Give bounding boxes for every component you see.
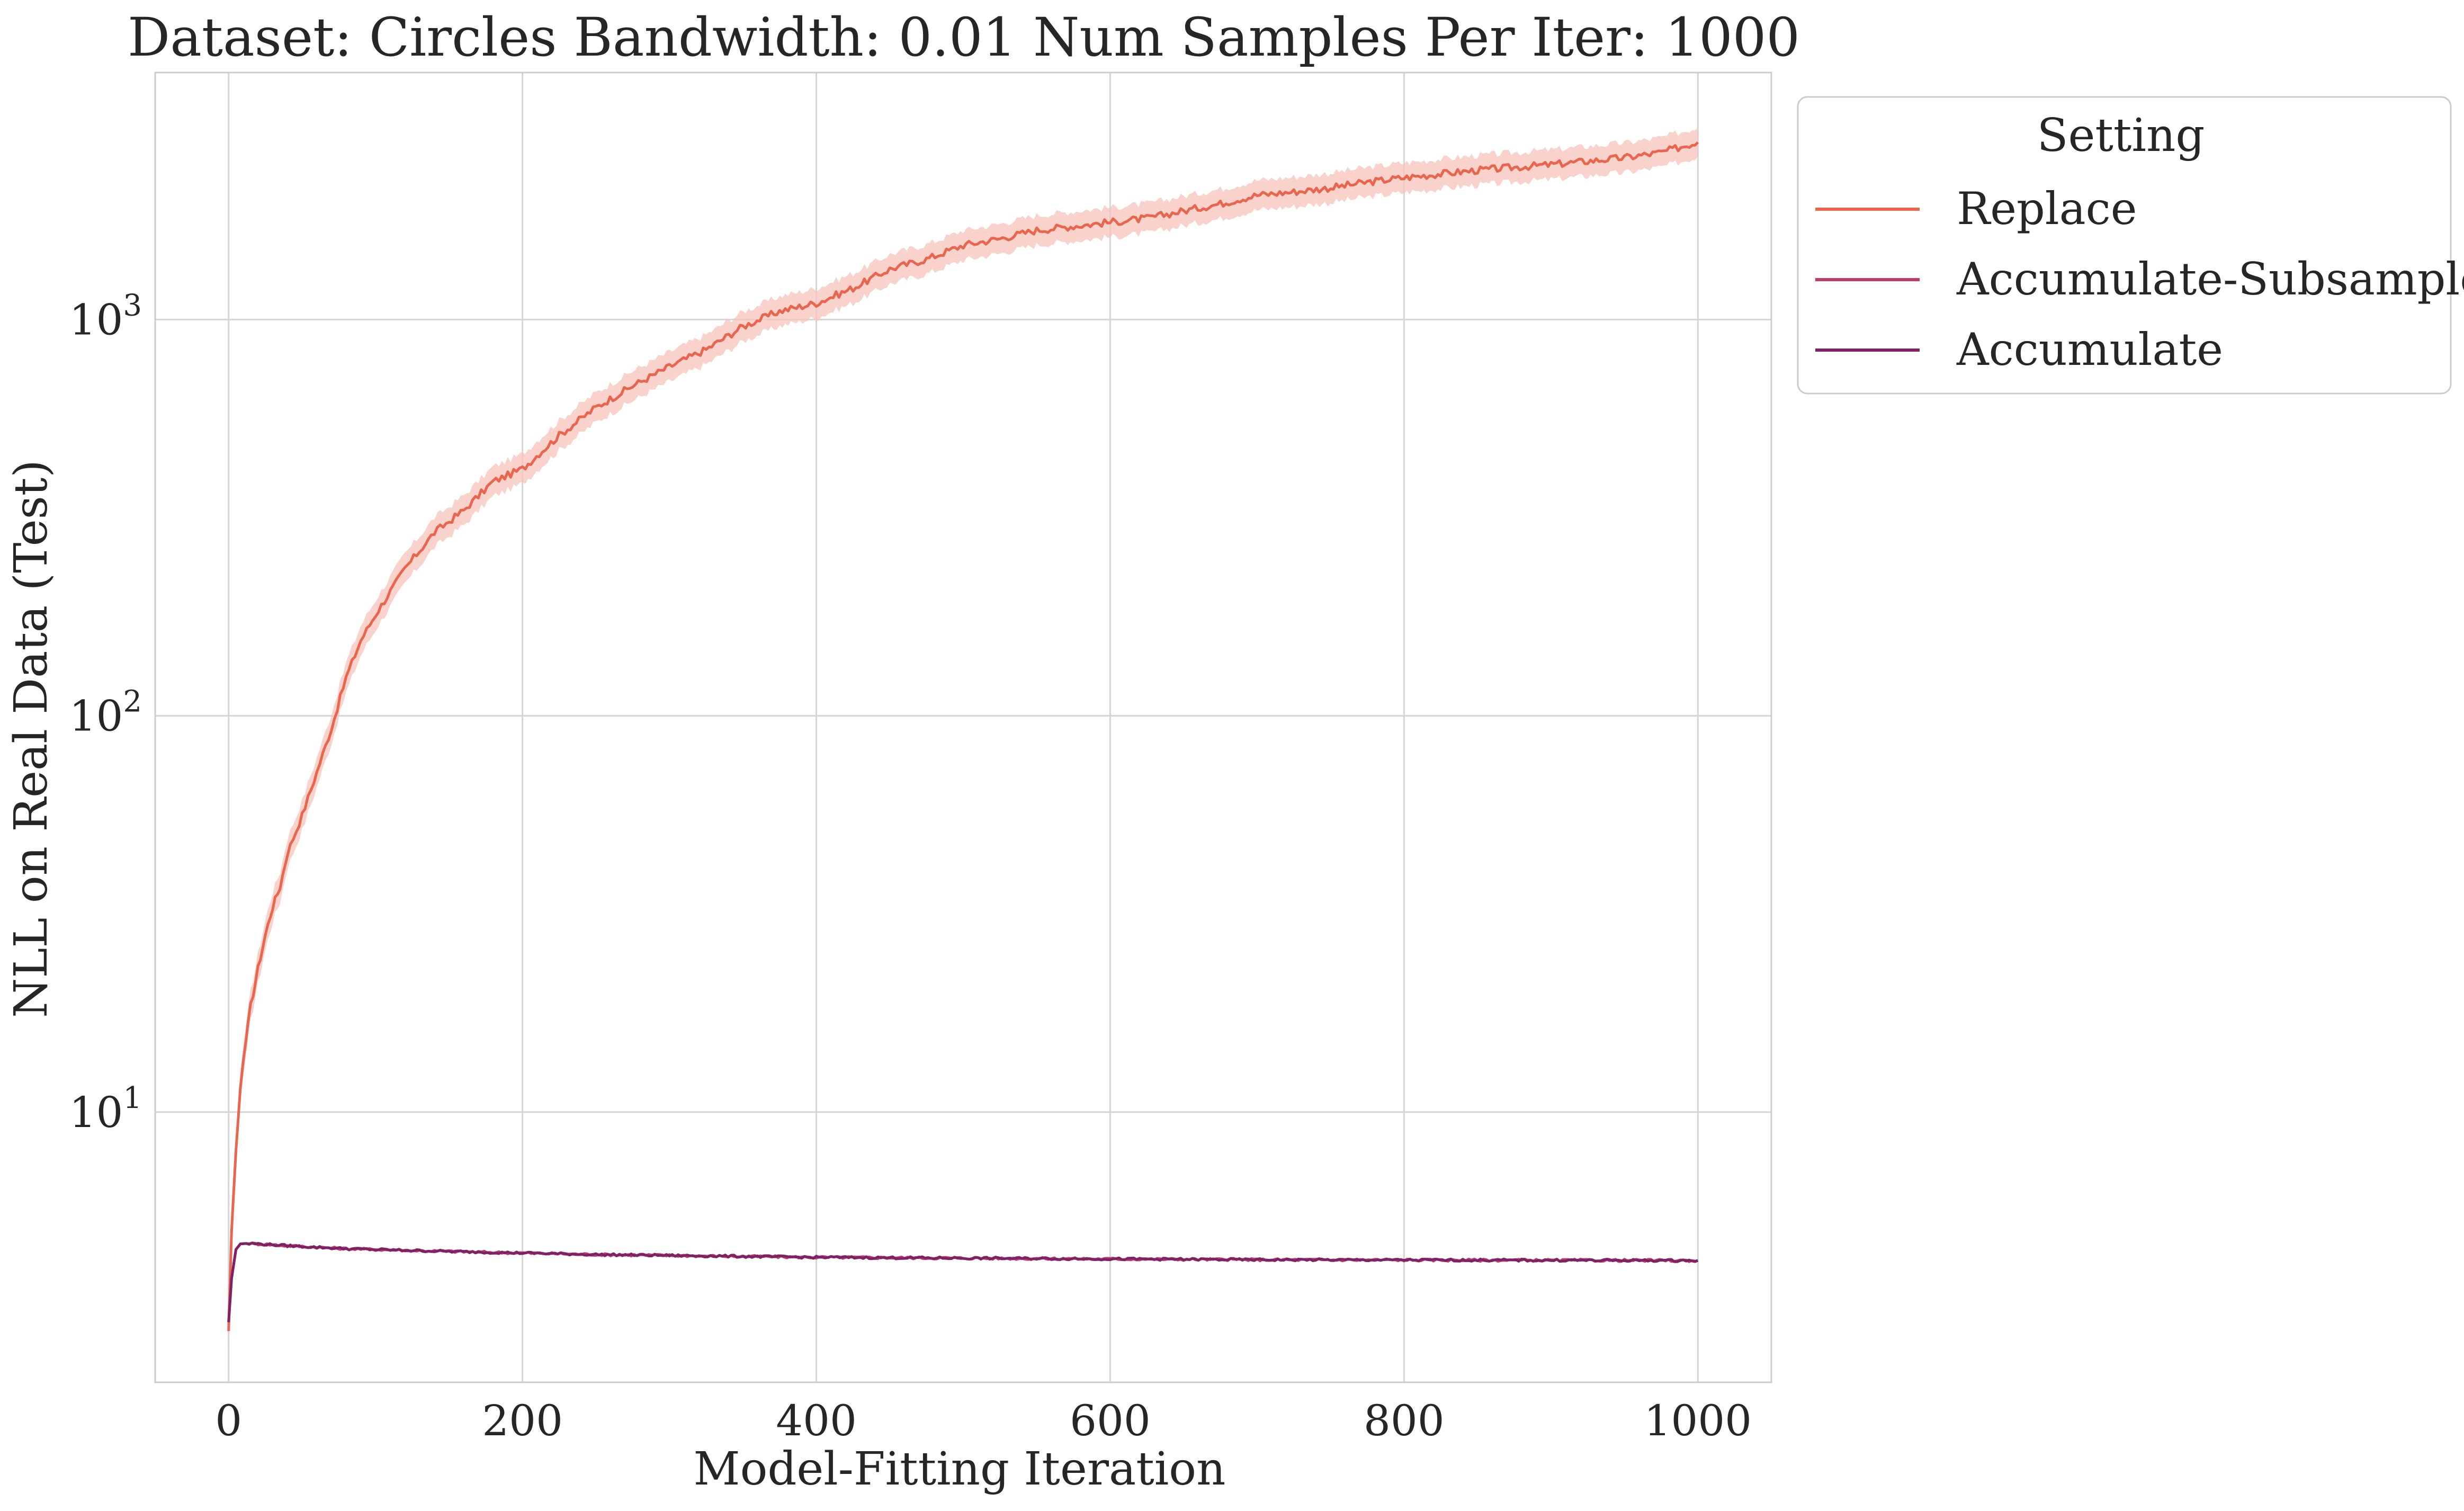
plot-area bbox=[154, 71, 1772, 1383]
x-axis-label: Model-Fitting Iteration bbox=[694, 1443, 1226, 1496]
y-axis-ticks: 101 102 103 bbox=[69, 288, 142, 1137]
y-tick-label: 103 bbox=[69, 288, 142, 344]
legend-label: Replace bbox=[1957, 183, 2137, 235]
x-tick-label: 200 bbox=[482, 1396, 563, 1445]
legend-label: Accumulate-Subsample bbox=[1956, 253, 2464, 305]
x-axis-ticks: 0 200 400 600 800 1000 bbox=[215, 1396, 1752, 1445]
plot-background bbox=[155, 73, 1771, 1382]
legend: Setting Replace Accumulate-Subsample Accum… bbox=[1797, 96, 2464, 395]
y-tick-label: 101 bbox=[69, 1081, 142, 1137]
y-tick-label: 102 bbox=[69, 685, 142, 741]
x-tick-label: 1000 bbox=[1644, 1396, 1752, 1445]
series-lines bbox=[227, 141, 1699, 1331]
x-tick-label: 0 bbox=[215, 1396, 242, 1445]
chart-title: Dataset: Circles Bandwidth: 0.01 Num Sam… bbox=[128, 6, 1800, 68]
x-tick-label: 400 bbox=[776, 1396, 857, 1445]
plot-frame bbox=[154, 71, 1772, 1383]
legend-box bbox=[1797, 96, 2452, 395]
x-tick-label: 600 bbox=[1070, 1396, 1151, 1445]
gridlines bbox=[155, 73, 1771, 1382]
legend-label: Accumulate bbox=[1956, 324, 2223, 375]
series-line-accumulate bbox=[227, 1241, 1699, 1322]
y-axis-label: NLL on Real Data (Test) bbox=[5, 460, 58, 1018]
x-tick-label: 800 bbox=[1364, 1396, 1445, 1445]
legend-items: Replace Accumulate-Subsample Accumulate bbox=[1815, 183, 2464, 375]
series-line-replace bbox=[227, 141, 1699, 1331]
legend-title: Setting bbox=[2037, 109, 2205, 162]
